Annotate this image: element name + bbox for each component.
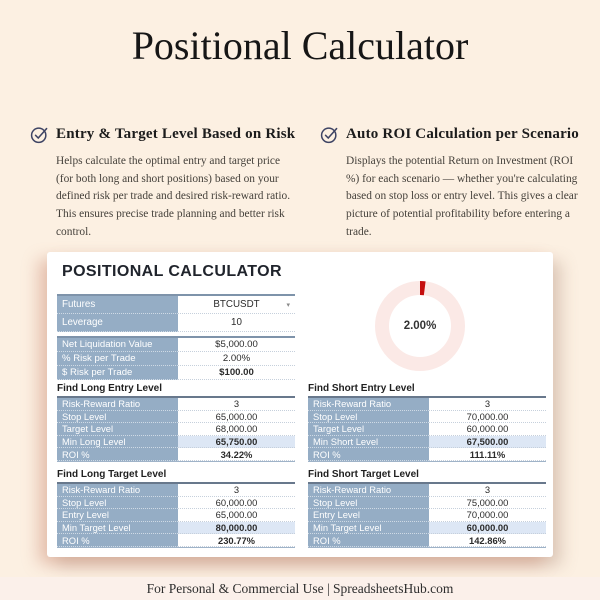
find-long-entry-table: Find Long Entry Level Risk-Reward Ratio 3… [57,383,295,462]
pct-risk-cell[interactable]: 2.00% [178,352,295,366]
table-row: % Risk per Trade 2.00% [57,352,295,366]
table-heading: Find Short Target Level [308,469,419,480]
row-label: Entry Level [57,509,178,522]
config-table: Futures BTCUSDT ▾ Leverage 10 [57,294,295,332]
check-circle-icon [30,127,48,144]
feature-title: Auto ROI Calculation per Scenario [346,126,579,142]
risk-donut-chart: 2.00% [374,280,466,372]
row-label: ROI % [57,448,178,461]
cell-value[interactable]: 70,000.00 [429,410,546,424]
cell-value[interactable]: 68,000.00 [178,423,295,436]
net-liquidation-cell[interactable]: $5,000.00 [178,338,295,352]
row-label: ROI % [57,534,178,547]
row-label: Min Target Level [57,521,178,535]
row-label: Risk-Reward Ratio [308,484,429,497]
row-label: Leverage [57,314,178,332]
row-label: $ Risk per Trade [57,366,178,380]
table-heading: Find Short Entry Level [308,383,415,394]
roi-cell: 111.11% [429,448,546,461]
result-cell: 60,000.00 [429,521,546,535]
row-label: Stop Level [308,496,429,510]
feature-entry-target: Entry & Target Level Based on Risk Helps… [30,126,300,241]
futures-value: BTCUSDT [213,299,260,310]
find-short-target-table: Find Short Target Level Risk-Reward Rati… [308,469,546,548]
row-label: Risk-Reward Ratio [308,398,429,411]
feature-auto-roi: Auto ROI Calculation per Scenario Displa… [320,126,590,241]
spreadsheet-panel: POSITIONAL CALCULATOR Futures BTCUSDT ▾ … [47,252,553,557]
check-circle-icon [320,127,338,144]
cell-value[interactable]: 65,000.00 [178,509,295,522]
roi-cell: 142.86% [429,534,546,547]
table-heading: Find Long Entry Level [57,383,163,394]
result-cell: 80,000.00 [178,521,295,535]
cell-value[interactable]: 3 [178,398,295,411]
row-label: Min Short Level [308,435,429,449]
cell-value[interactable]: 75,000.00 [429,496,546,510]
donut-center-label: 2.00% [403,320,437,332]
row-label: Stop Level [57,410,178,424]
cell-value[interactable]: 3 [429,398,546,411]
roi-cell: 34.22% [178,448,295,461]
row-label: Risk-Reward Ratio [57,398,178,411]
row-label: Min Target Level [308,521,429,535]
table-row: Leverage 10 [57,314,295,332]
table-row: Net Liquidation Value $5,000.00 [57,338,295,352]
risk-table: Net Liquidation Value $5,000.00 % Risk p… [57,336,295,380]
row-label: Target Level [308,423,429,436]
row-label: % Risk per Trade [57,352,178,366]
feature-description: Helps calculate the optimal entry and ta… [56,155,291,238]
feature-description: Displays the potential Return on Investm… [346,155,578,238]
row-label: Entry Level [308,509,429,522]
result-cell: 65,750.00 [178,435,295,449]
cell-value[interactable]: 70,000.00 [429,509,546,522]
row-label: Net Liquidation Value [57,338,178,352]
futures-dropdown[interactable]: BTCUSDT ▾ [178,296,295,314]
table-heading: Find Long Target Level [57,469,167,480]
table-row: Futures BTCUSDT ▾ [57,296,295,314]
usd-risk-cell: $100.00 [178,366,295,380]
row-label: Stop Level [308,410,429,424]
page-title: Positional Calculator [131,23,469,68]
row-label: ROI % [308,448,429,461]
cell-value[interactable]: 3 [178,484,295,497]
donut-segment [375,281,465,371]
find-long-target-table: Find Long Target Level Risk-Reward Ratio… [57,469,295,548]
row-label: Min Long Level [57,435,178,449]
row-label: Stop Level [57,496,178,510]
table-row: $ Risk per Trade $100.00 [57,366,295,380]
row-label: Futures [57,296,178,314]
footer-strip [0,577,600,600]
cell-value[interactable]: 60,000.00 [429,423,546,436]
row-label: Risk-Reward Ratio [57,484,178,497]
footer-text: For Personal & Commercial Use | Spreadsh… [146,581,454,596]
feature-title: Entry & Target Level Based on Risk [56,126,296,142]
result-cell: 67,500.00 [429,435,546,449]
find-short-entry-table: Find Short Entry Level Risk-Reward Ratio… [308,383,546,462]
leverage-cell[interactable]: 10 [178,314,295,332]
dropdown-caret-icon[interactable]: ▾ [286,301,290,309]
cell-value[interactable]: 60,000.00 [178,496,295,510]
row-label: ROI % [308,534,429,547]
sheet-title: POSITIONAL CALCULATOR [62,263,282,280]
roi-cell: 230.77% [178,534,295,547]
cell-value[interactable]: 3 [429,484,546,497]
row-label: Target Level [57,423,178,436]
cell-value[interactable]: 65,000.00 [178,410,295,424]
